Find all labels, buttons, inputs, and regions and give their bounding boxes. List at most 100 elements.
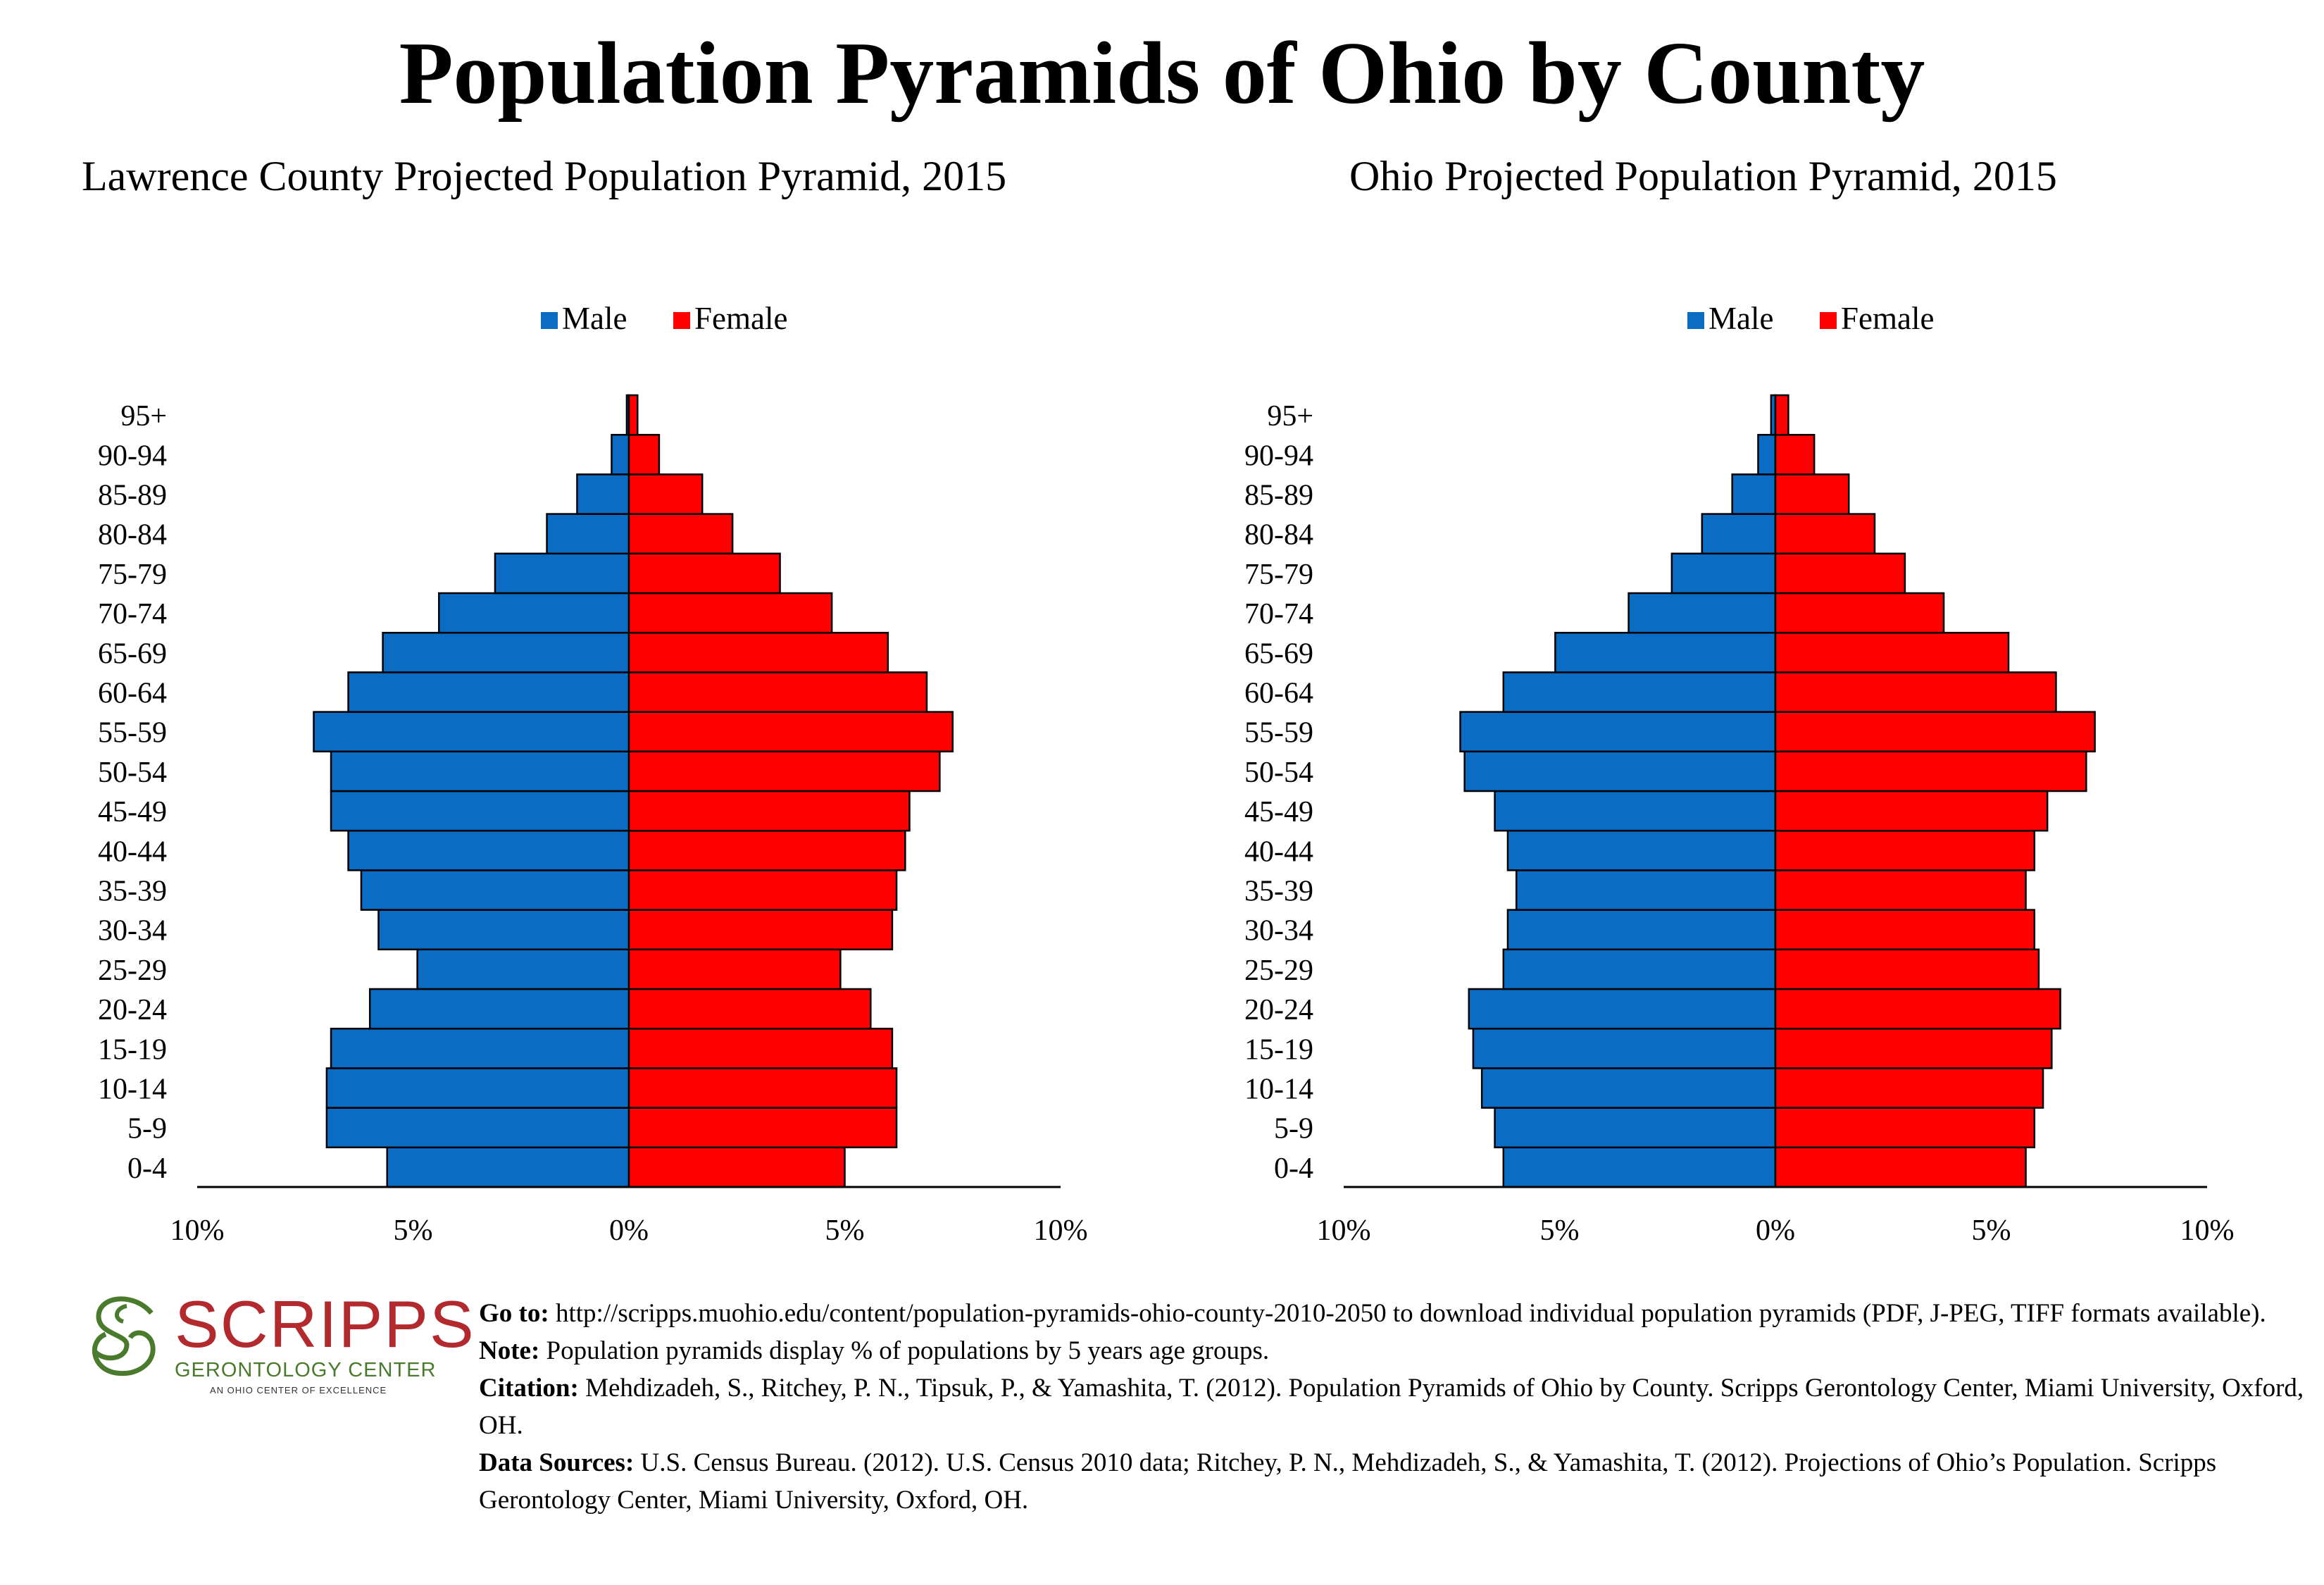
bar-female-10-14 (627, 1067, 898, 1109)
bar-female-5-9 (1774, 1107, 2036, 1149)
category-label: 10-14 (1244, 1074, 1313, 1106)
x-tick-label: 10% (170, 1214, 225, 1247)
bar-female-65-69 (1774, 631, 2010, 673)
note-label: Note: (479, 1336, 540, 1365)
scripps-swirl-icon (92, 1296, 156, 1376)
logo-tagline: AN OHIO CENTER OF EXCELLENCE (210, 1385, 387, 1396)
pyramid-chart-lawrence: Male Female 0-4 5-9 10-14 15-19 20-24 25-29 30-3… (0, 282, 1162, 1268)
bar-male-20-24 (368, 988, 630, 1030)
chart-title-right: Ohio Projected Population Pyramid, 2015 (1349, 153, 2057, 199)
footer-sources: Data Sources: U.S. Census Bureau. (2012)… (479, 1444, 2317, 1519)
category-label: 65-69 (1244, 638, 1313, 670)
bar-female-30-34 (627, 909, 894, 951)
bar-female-90-94 (1774, 433, 1816, 476)
bar-male-35-39 (360, 869, 630, 911)
bar-female-10-14 (1774, 1067, 2044, 1109)
category-label: 90-94 (98, 440, 167, 472)
x-tick-label: 10% (1034, 1214, 1088, 1247)
category-label: 35-39 (98, 876, 167, 908)
bar-female-0-4 (1774, 1146, 2027, 1188)
bar-female-45-49 (627, 790, 911, 832)
category-label: 65-69 (98, 638, 167, 670)
bar-male-15-19 (1472, 1027, 1777, 1069)
x-tick-label: 5% (394, 1214, 433, 1247)
category-label: 30-34 (98, 915, 167, 947)
legend: Male Female (541, 301, 787, 336)
category-label: 5-9 (1274, 1113, 1313, 1145)
category-label: 25-29 (98, 955, 167, 987)
category-label: 15-19 (1244, 1033, 1313, 1066)
category-label: 20-24 (1244, 994, 1313, 1026)
legend-swatch-female (673, 312, 690, 329)
legend-swatch-male (1687, 312, 1704, 329)
category-label: 5-9 (127, 1113, 167, 1145)
bar-female-65-69 (627, 631, 889, 673)
bar-male-85-89 (576, 473, 630, 515)
bar-female-60-64 (627, 671, 928, 713)
bar-female-95+ (1774, 394, 1789, 436)
goto-label: Go to: (479, 1299, 549, 1328)
bar-male-65-69 (382, 631, 630, 673)
bar-female-15-19 (627, 1027, 894, 1069)
bar-male-0-4 (386, 1146, 630, 1188)
goto-text: http://scripps.muohio.edu/content/popula… (549, 1299, 2266, 1328)
category-label: 20-24 (98, 994, 167, 1026)
category-label: 95+ (1267, 400, 1313, 433)
category-label: 40-44 (98, 835, 167, 868)
category-label: 35-39 (1244, 876, 1313, 908)
bar-female-20-24 (627, 988, 872, 1030)
footer-note: Note: Population pyramids display % of p… (479, 1332, 2317, 1369)
category-label: 10-14 (98, 1074, 167, 1106)
bar-male-75-79 (494, 552, 630, 595)
category-label: 80-84 (1244, 519, 1313, 552)
category-label: 40-44 (1244, 835, 1313, 868)
category-label: 60-64 (98, 678, 167, 710)
category-label: 90-94 (1244, 440, 1313, 472)
chart-title-left: Lawrence County Projected Population Pyr… (82, 153, 1007, 199)
bar-male-50-54 (1463, 750, 1777, 792)
bar-female-55-59 (627, 711, 954, 753)
category-label: 95+ (120, 400, 167, 433)
bar-male-0-4 (1502, 1146, 1777, 1188)
category-label: 70-74 (98, 598, 167, 630)
category-label: 0-4 (1274, 1152, 1313, 1185)
bar-female-0-4 (627, 1146, 846, 1188)
bar-female-50-54 (627, 750, 941, 792)
bar-female-80-84 (627, 513, 734, 555)
bar-male-15-19 (330, 1027, 630, 1069)
bar-female-25-29 (627, 948, 842, 990)
legend-swatch-male (541, 312, 558, 329)
x-tick-label: 0% (609, 1214, 649, 1247)
legend-label-male: Male (1708, 301, 1773, 336)
bar-female-40-44 (1774, 829, 2036, 871)
category-label: 30-34 (1244, 915, 1313, 947)
bar-female-75-79 (627, 552, 781, 595)
pyramid-svg-lawrence: Male Female 0-4 5-9 10-14 15-19 20-24 25-29 30-3… (98, 301, 1088, 1247)
x-tick-label: 5% (825, 1214, 865, 1247)
category-label: 15-19 (98, 1033, 167, 1066)
bar-female-45-49 (1774, 790, 2049, 832)
bar-female-25-29 (1774, 948, 2040, 990)
category-label: 0-4 (127, 1152, 167, 1185)
bar-male-70-74 (438, 592, 630, 634)
page-title: Population Pyramids of Ohio by County (399, 25, 1925, 123)
bar-male-10-14 (325, 1067, 630, 1109)
bar-female-75-79 (1774, 552, 1906, 595)
category-label: 45-49 (1244, 796, 1313, 828)
footer-citation: Citation: Mehdizadeh, S., Ritchey, P. N.… (479, 1369, 2317, 1444)
bar-female-50-54 (1774, 750, 2087, 792)
bar-female-95+ (627, 394, 639, 436)
note-text: Population pyramids display % of populat… (539, 1336, 1270, 1365)
x-tick-label: 5% (1972, 1214, 2011, 1247)
bar-female-70-74 (1774, 592, 1945, 634)
bar-female-35-39 (1774, 869, 2027, 911)
bar-female-90-94 (627, 433, 661, 476)
pyramid-svg-ohio: Male Female 0-4 5-9 10-14 15-19 20-24 25-29 30-3… (1244, 301, 2235, 1247)
bar-female-85-89 (627, 473, 704, 515)
category-label: 75-79 (98, 559, 167, 591)
x-tick-label: 10% (1317, 1214, 1371, 1247)
category-label: 85-89 (1244, 480, 1313, 512)
bar-male-10-14 (1480, 1067, 1777, 1109)
category-label: 70-74 (1244, 598, 1313, 630)
bar-male-90-94 (611, 433, 630, 476)
